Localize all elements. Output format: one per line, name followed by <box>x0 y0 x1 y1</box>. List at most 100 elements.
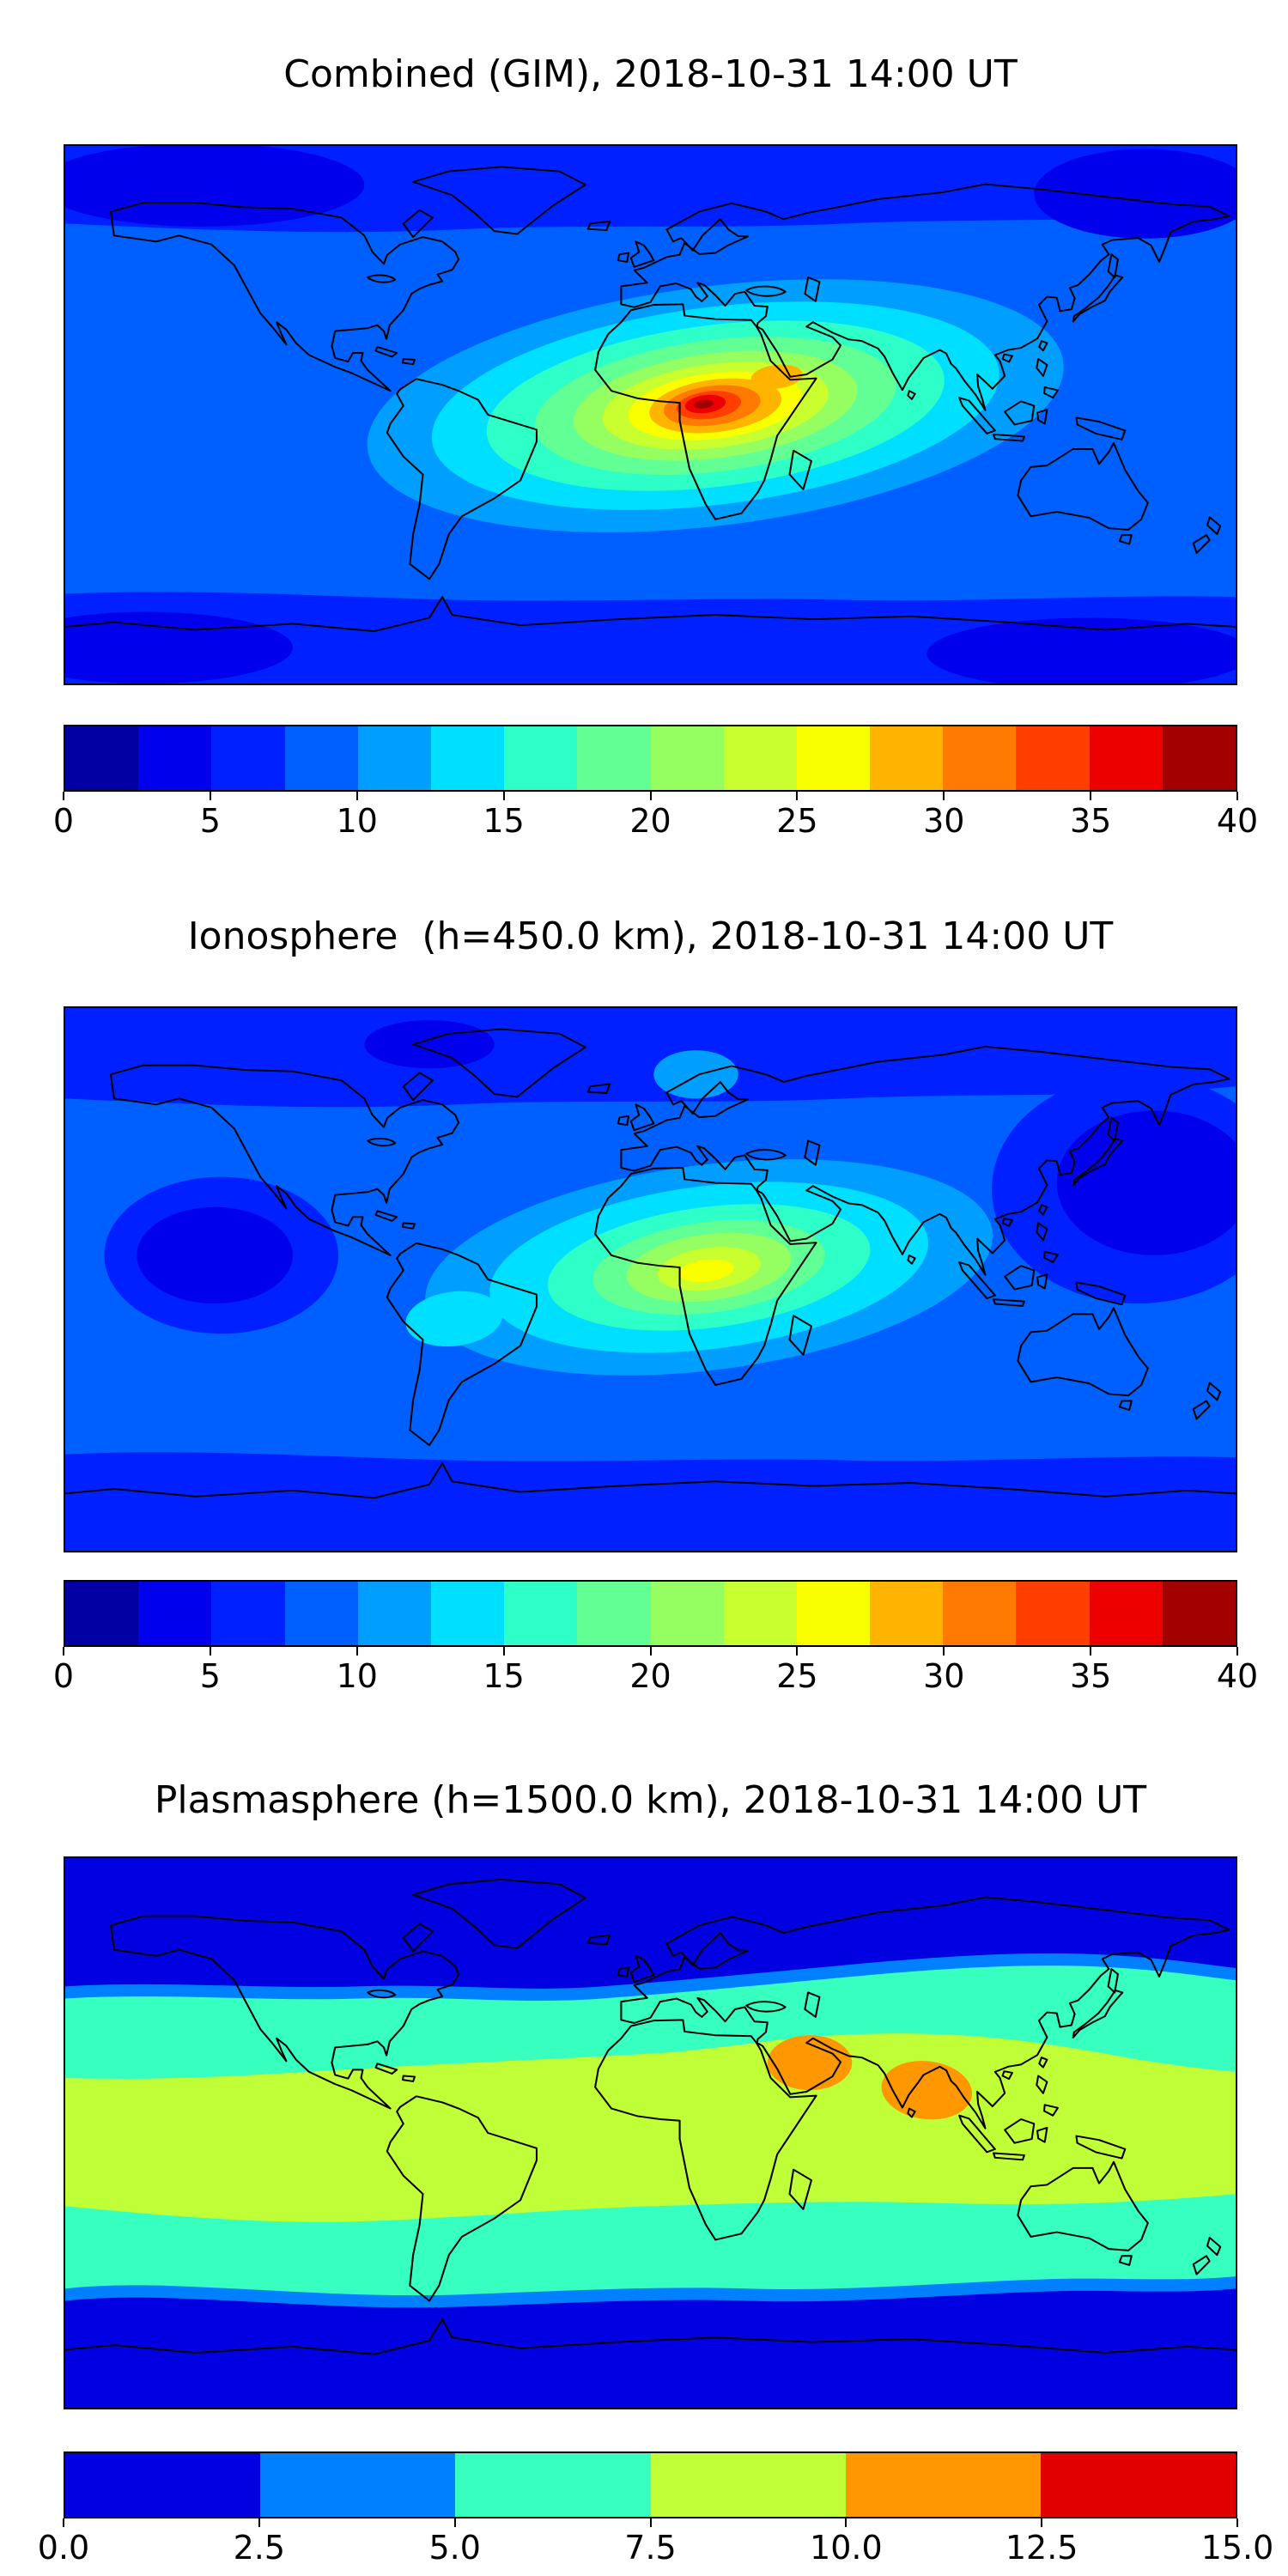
colorbar-segment <box>650 1582 724 1645</box>
contour-field <box>65 1858 1236 2408</box>
colorbar-tick <box>649 2518 652 2527</box>
colorbar-segment <box>65 1582 139 1645</box>
colorbar-segment <box>650 726 724 790</box>
colorbar-segment <box>455 2453 651 2517</box>
map-plasmasphere <box>64 1856 1237 2409</box>
contour-field <box>65 146 1236 683</box>
colorbar-tick <box>1041 2518 1043 2527</box>
colorbar-tick <box>1090 792 1092 800</box>
colorbar-segment <box>1162 1582 1236 1645</box>
colorbar-tick <box>355 1647 358 1656</box>
colorbar-segment <box>211 1582 285 1645</box>
colorbar-tick-label: 30 <box>923 802 965 840</box>
colorbar-tick-label: 5 <box>199 802 221 840</box>
colorbar-tick-label: 12.5 <box>1005 2529 1078 2567</box>
colorbar-segment <box>430 1582 505 1645</box>
colorbar-tick <box>1090 1647 1092 1656</box>
colorbar-tick <box>649 792 652 800</box>
colorbar-segment <box>1089 1582 1163 1645</box>
colorbar-segment <box>870 1582 944 1645</box>
colorbar-tick <box>209 792 211 800</box>
panel-title: Ionosphere (h=450.0 km), 2018-10-31 14:0… <box>187 914 1114 958</box>
colorbar-tick <box>796 1647 799 1656</box>
colorbar-segment <box>1016 1582 1090 1645</box>
colorbar-tick-label: 35 <box>1069 802 1112 840</box>
panel-plasmasphere: Plasmasphere (h=1500.0 km), 2018-10-31 1… <box>38 1764 1274 2570</box>
world-map-combined <box>65 146 1236 683</box>
colorbar-tick-label: 5.0 <box>428 2529 481 2567</box>
colorbar-tick <box>649 1647 652 1656</box>
colorbar-segment <box>138 726 212 790</box>
colorbar-segment <box>577 726 651 790</box>
colorbar-tick-label: 0.0 <box>37 2529 90 2567</box>
colorbar-tick-label: 10 <box>336 1657 378 1695</box>
colorbar-tick-label: 35 <box>1069 1657 1112 1695</box>
panel-title: Plasmasphere (h=1500.0 km), 2018-10-31 1… <box>154 1777 1147 1822</box>
colorbar-tick-label: 40 <box>1216 802 1259 840</box>
colorbar-tick-labels: 0 5 10 15 20 25 30 35 40 <box>53 802 1258 843</box>
colorbar-tick-label: 0 <box>52 1657 75 1695</box>
colorbar-segment <box>357 726 431 790</box>
map-ionosphere <box>64 1006 1237 1552</box>
colorbar-tick <box>502 792 505 800</box>
colorbar-swatches <box>65 2453 1236 2517</box>
colorbar-tick-label: 25 <box>776 802 818 840</box>
colorbar-tick-label: 10.0 <box>810 2529 883 2567</box>
equatorial-anomaly-contours <box>405 1159 993 1376</box>
panel-combined: Combined (GIM), 2018-10-31 14:00 UT <box>53 38 1258 843</box>
colorbar-tick-label: 15.0 <box>1200 2529 1274 2567</box>
colorbar-segment <box>1089 726 1163 790</box>
colorbar-tick-labels: 0.0 2.5 5.0 7.5 10.0 12.5 15.0 <box>38 2529 1274 2570</box>
colorbar-tick <box>355 792 358 800</box>
colorbar-tick-label: 2.5 <box>233 2529 286 2567</box>
colorbar-tickmarks <box>63 2518 1238 2529</box>
colorbar-segment <box>870 726 944 790</box>
colorbar-tick-label: 0 <box>52 802 75 840</box>
colorbar-tick-label: 15 <box>483 802 525 840</box>
colorbar-ionosphere <box>64 1580 1237 1647</box>
colorbar-tick <box>943 792 945 800</box>
colorbar-segment <box>723 726 797 790</box>
colorbar-tick <box>845 2518 848 2527</box>
colorbar-tick <box>63 2518 64 2527</box>
colorbar-tick-label: 5 <box>199 1657 221 1695</box>
colorbar-tick-label: 20 <box>629 1657 671 1695</box>
colorbar-tick <box>258 2518 260 2527</box>
colorbar-tick <box>63 1647 64 1656</box>
equatorial-anomaly-contours <box>367 279 1064 532</box>
colorbar-tickmarks <box>63 1647 1238 1657</box>
colorbar-segment <box>943 726 1017 790</box>
colorbar-tick <box>453 2518 456 2527</box>
colorbar-segment <box>430 726 505 790</box>
world-map-ionosphere <box>65 1008 1236 1551</box>
colorbar-tick <box>1236 1647 1238 1656</box>
colorbar-segment <box>1040 2453 1236 2517</box>
colorbar-tick <box>1236 792 1238 800</box>
colorbar-tick <box>943 1647 945 1656</box>
colorbar-tick <box>502 1647 505 1656</box>
colorbar-tick-label: 30 <box>923 1657 965 1695</box>
colorbar-segment <box>504 726 578 790</box>
colorbar-segment <box>504 1582 578 1645</box>
colorbar-plasmasphere <box>64 2451 1237 2518</box>
colorbar-segment <box>723 1582 797 1645</box>
colorbar-segment <box>1016 726 1090 790</box>
colorbar-tick-label: 40 <box>1216 1657 1259 1695</box>
colorbar-tickmarks <box>63 792 1238 802</box>
colorbar-segment <box>65 726 139 790</box>
colorbar-segment <box>138 1582 212 1645</box>
colorbar-tick-labels: 0 5 10 15 20 25 30 35 40 <box>53 1657 1258 1698</box>
contour-field <box>65 1008 1236 1551</box>
colorbar-tick-label: 7.5 <box>624 2529 677 2567</box>
colorbar-segment <box>284 1582 358 1645</box>
colorbar-tick <box>796 792 799 800</box>
colorbar-tick <box>209 1647 211 1656</box>
panel-ionosphere: Ionosphere (h=450.0 km), 2018-10-31 14:0… <box>53 900 1258 1698</box>
colorbar-tick <box>63 792 64 800</box>
colorbar-segment <box>357 1582 431 1645</box>
panel-title: Combined (GIM), 2018-10-31 14:00 UT <box>283 52 1018 96</box>
colorbar-segment <box>260 2453 456 2517</box>
colorbar-tick-label: 25 <box>776 1657 818 1695</box>
colorbar-swatches <box>65 1582 1236 1645</box>
